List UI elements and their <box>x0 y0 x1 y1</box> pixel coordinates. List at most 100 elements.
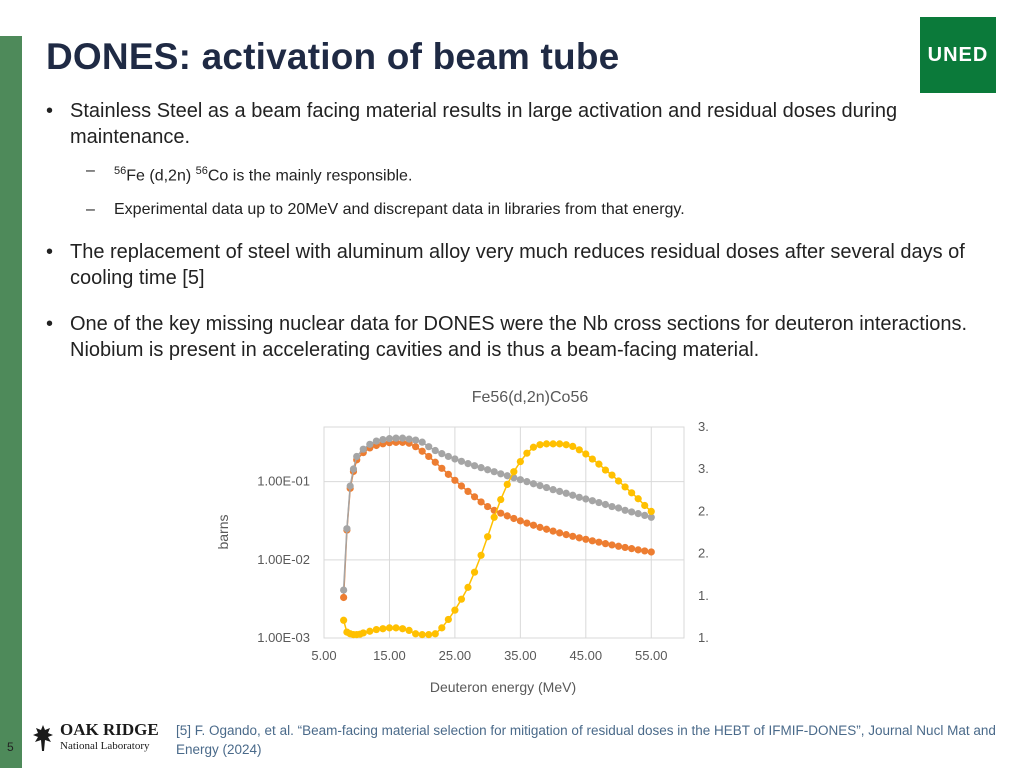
data-point <box>621 506 629 514</box>
data-point <box>582 495 590 503</box>
y2-tick-label: 1.50 <box>698 588 708 603</box>
data-point <box>641 501 649 510</box>
data-point <box>425 631 433 639</box>
data-point <box>359 445 367 453</box>
data-point <box>536 482 544 490</box>
x-tick-label: 35.00 <box>504 648 537 663</box>
y2-tick-labels: 1.00 1.50 2.00 2.50 3.00 3.50 <box>698 419 708 645</box>
data-point <box>562 441 570 449</box>
data-point <box>529 521 538 529</box>
data-point <box>477 551 485 559</box>
data-point <box>340 586 348 594</box>
data-point <box>497 495 505 504</box>
sub-bullet-dash: – <box>86 201 95 219</box>
data-point <box>634 546 642 554</box>
plot-area <box>323 426 685 639</box>
data-point <box>340 593 348 602</box>
ornl-logo: OAK RIDGE National Laboratory <box>32 721 159 754</box>
bullet-dot: • <box>46 313 54 336</box>
series-eaf2007 <box>340 438 655 602</box>
data-point <box>372 625 380 634</box>
data-point <box>398 625 407 633</box>
data-point <box>641 547 649 555</box>
sub-bullet-dash: – <box>86 162 95 179</box>
bullet-1-text: Stainless Steel as a beam facing materia… <box>70 100 898 148</box>
data-point <box>562 531 570 539</box>
data-point <box>490 468 498 476</box>
bullet-list: • Stainless Steel as a beam facing mater… <box>46 98 1012 363</box>
data-point <box>549 440 557 448</box>
data-point <box>464 583 472 591</box>
data-point <box>470 493 479 501</box>
data-point <box>510 468 518 476</box>
y-tick-label: 1.00E-02 <box>257 552 310 567</box>
data-point <box>562 489 570 497</box>
sub-bullet-2: – Experimental data up to 20MeV and disc… <box>46 199 1012 221</box>
data-point <box>464 460 472 468</box>
data-point <box>366 627 374 635</box>
data-point <box>343 525 351 533</box>
data-point <box>582 450 590 458</box>
data-point <box>628 489 636 497</box>
y-tick-labels: 1.00E-03 1.00E-02 1.00E-01 <box>257 474 310 645</box>
data-point <box>621 483 629 491</box>
data-point <box>418 438 426 446</box>
data-point <box>425 443 433 451</box>
data-point <box>431 458 439 466</box>
page-number: 5 <box>7 740 14 754</box>
reaction-part: Fe (d,2n) <box>126 167 196 185</box>
data-point <box>444 470 452 478</box>
sub-bullet-2-text: Experimental data up to 20MeV and discre… <box>114 201 685 219</box>
data-point <box>405 626 413 635</box>
data-point <box>529 480 538 488</box>
y2-tick-label: 2.50 <box>698 503 708 518</box>
data-point <box>457 457 466 465</box>
y-tick-label: 1.00E-03 <box>257 630 310 645</box>
data-point <box>470 568 479 576</box>
x-axis-label: Deuteron energy (MeV) <box>430 679 576 695</box>
data-point <box>556 440 564 448</box>
data-point <box>614 477 623 485</box>
data-point <box>484 502 492 511</box>
data-point <box>484 466 492 474</box>
data-point <box>595 460 603 468</box>
data-point <box>628 545 636 553</box>
data-point <box>628 508 636 516</box>
data-point <box>464 487 472 496</box>
data-point <box>542 483 551 492</box>
x-tick-labels: 5.00 15.00 25.00 35.00 45.00 55.00 <box>311 648 667 663</box>
uned-logo: UNED <box>920 17 996 93</box>
series-layer <box>340 434 655 639</box>
x-tick-label: 25.00 <box>439 648 472 663</box>
data-point <box>438 450 446 458</box>
data-point <box>484 533 492 541</box>
left-accent-bar <box>0 36 22 768</box>
y2-tick-label: 3.50 <box>698 419 708 434</box>
data-point <box>372 437 380 445</box>
oak-tree-icon <box>33 725 53 751</box>
series-t-e-sec-axis- <box>340 440 655 639</box>
data-point <box>477 498 485 506</box>
data-point <box>569 442 577 451</box>
data-point <box>412 630 420 638</box>
data-point <box>503 512 511 520</box>
bullet-3: • One of the key missing nuclear data fo… <box>46 311 1012 363</box>
slide-title: DONES: activation of beam tube <box>46 36 620 77</box>
data-point <box>359 629 367 637</box>
data-point <box>641 511 649 520</box>
data-point <box>451 455 459 463</box>
data-point <box>457 595 466 603</box>
x-tick-label: 15.00 <box>373 648 406 663</box>
data-point <box>569 532 577 540</box>
data-point <box>477 464 485 472</box>
y2-tick-label: 2.00 <box>698 546 708 561</box>
data-point <box>601 540 610 548</box>
data-point <box>470 462 479 470</box>
bullet-3-text: One of the key missing nuclear data for … <box>70 313 968 362</box>
data-point <box>510 514 518 523</box>
data-point <box>379 435 387 444</box>
data-point <box>503 480 511 488</box>
data-point <box>385 624 394 632</box>
data-point <box>346 482 354 490</box>
data-point <box>523 478 531 486</box>
